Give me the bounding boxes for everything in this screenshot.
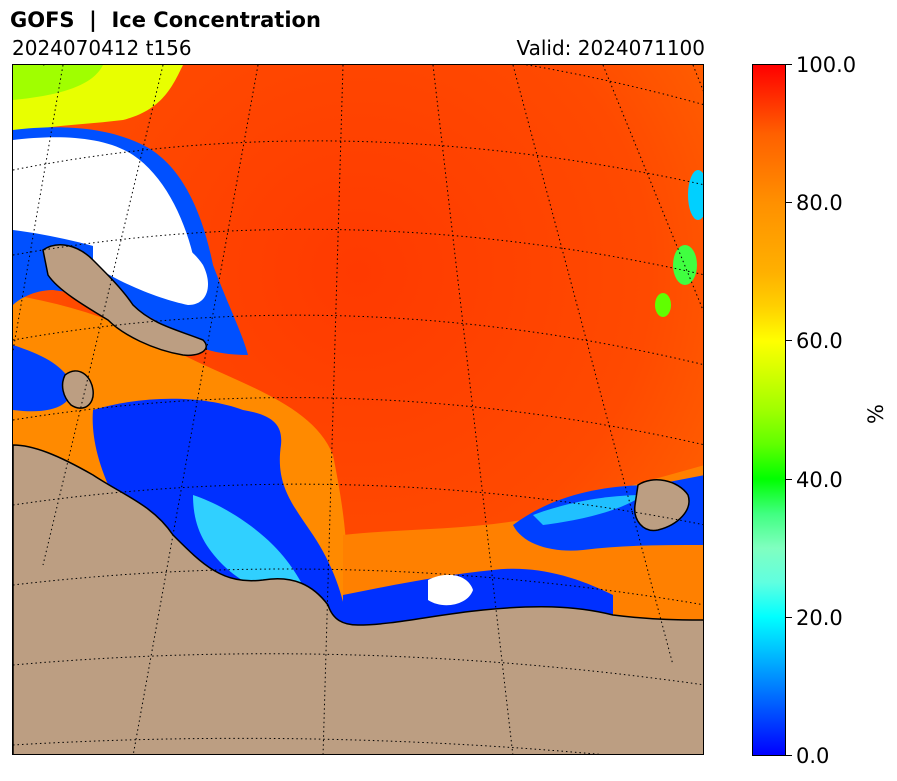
colorbar-tick — [786, 202, 792, 203]
colorbar-tick — [786, 64, 792, 65]
colorbar-unit-label: % — [864, 404, 888, 424]
valid-time-label: Valid: 2024071100 — [516, 36, 705, 60]
map-canvas — [13, 65, 703, 754]
ice-field-mid-green — [13, 65, 103, 100]
colorbar-tick-label: 40.0 — [796, 468, 843, 492]
land-archipelago — [42, 244, 207, 357]
no-data-nw-2 — [93, 222, 208, 305]
colorbar — [752, 64, 786, 756]
colorbar-tick — [786, 340, 792, 341]
colorbar-tick — [786, 479, 792, 480]
colorbar-tick-label: 100.0 — [796, 53, 857, 77]
map-title: GOFS | Ice Concentration — [10, 8, 321, 32]
colorbar-tick-label: 80.0 — [796, 191, 843, 215]
ice-concentration-map — [12, 64, 704, 755]
ice-field-low-w — [13, 345, 73, 412]
land-island-w — [61, 370, 94, 409]
ice-field-cyan-sw — [193, 495, 313, 605]
colorbar-tick-label: 60.0 — [796, 329, 843, 353]
run-label: 2024070412 t156 — [12, 36, 192, 60]
graticule — [13, 65, 703, 754]
land-mainland — [13, 444, 703, 754]
colorbar-tick-label: 0.0 — [796, 744, 830, 768]
no-data-s — [428, 574, 473, 606]
ice-field-green-ne-2 — [655, 293, 671, 317]
ice-field-cyan-ne — [688, 170, 703, 220]
colorbar-tick — [786, 617, 792, 618]
colorbar-tick-label: 20.0 — [796, 606, 843, 630]
ice-field-cyan-e — [533, 495, 643, 525]
colorbar-tick — [786, 755, 792, 756]
land-island-e — [634, 479, 690, 532]
